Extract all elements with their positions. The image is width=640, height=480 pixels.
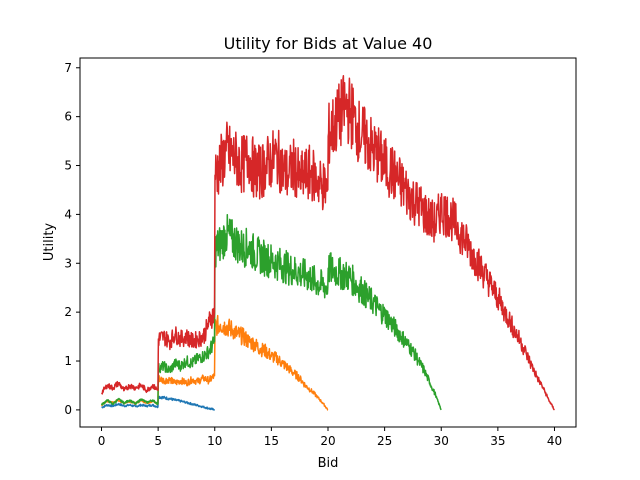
x-tick-label: 25 [377,434,392,448]
y-tick-label: 2 [64,305,72,319]
series-layer [100,75,555,411]
x-tick-label: 40 [547,434,562,448]
y-tick-label: 5 [64,159,72,173]
y-tick-label: 4 [64,207,72,221]
chart-title: Utility for Bids at Value 40 [224,34,433,53]
y-axis-label: Utility [42,223,57,262]
x-tick-label: 35 [490,434,505,448]
x-tick-label: 30 [434,434,449,448]
x-tick-label: 20 [320,434,335,448]
x-axis-ticks: 0 5 10 15 20 25 30 35 40 [98,427,562,448]
y-tick-label: 7 [64,61,72,75]
y-tick-label: 6 [64,110,72,124]
y-tick-label: 3 [64,256,72,270]
x-tick-label: 15 [264,434,279,448]
x-tick-label: 0 [98,434,106,448]
y-tick-label: 1 [64,354,72,368]
y-axis-ticks: 0 1 2 3 4 5 6 7 [64,61,80,417]
x-tick-label: 10 [207,434,222,448]
x-tick-label: 5 [154,434,162,448]
series-line-4 [100,75,555,411]
y-tick-label: 0 [64,403,72,417]
x-axis-label: Bid [318,456,339,471]
